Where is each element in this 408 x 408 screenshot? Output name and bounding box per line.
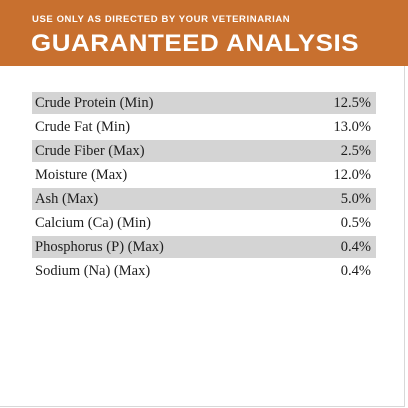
nutrient-name: Ash (Max) xyxy=(35,190,99,207)
table-row: Calcium (Ca) (Min) 0.5% xyxy=(32,212,376,234)
nutrient-value: 13.0% xyxy=(333,118,371,135)
nutrient-name: Moisture (Max) xyxy=(35,166,128,183)
table-row: Ash (Max) 5.0% xyxy=(32,188,376,210)
table-row: Sodium (Na) (Max) 0.4% xyxy=(32,260,376,282)
nutrient-value: 0.4% xyxy=(340,262,371,279)
analysis-table: Crude Protein (Min) 12.5% Crude Fat (Min… xyxy=(32,92,376,284)
table-row: Crude Protein (Min) 12.5% xyxy=(32,92,376,114)
nutrient-name: Crude Fat (Min) xyxy=(35,118,131,135)
nutrient-value: 5.0% xyxy=(340,190,371,207)
nutrient-name: Phosphorus (P) (Max) xyxy=(35,238,164,255)
nutrient-value: 0.4% xyxy=(340,238,371,255)
nutrient-value: 2.5% xyxy=(340,142,371,159)
nutrient-name: Calcium (Ca) (Min) xyxy=(35,214,151,231)
table-row: Moisture (Max) 12.0% xyxy=(32,164,376,186)
nutrient-name: Crude Protein (Min) xyxy=(35,94,154,111)
header-banner: USE ONLY AS DIRECTED BY YOUR VETERINARIA… xyxy=(0,0,408,66)
usage-notice: USE ONLY AS DIRECTED BY YOUR VETERINARIA… xyxy=(32,14,291,25)
nutrient-name: Sodium (Na) (Max) xyxy=(35,262,151,279)
page-title: GUARANTEED ANALYSIS xyxy=(31,30,360,57)
table-row: Crude Fiber (Max) 2.5% xyxy=(32,140,376,162)
nutrient-value: 0.5% xyxy=(340,214,371,231)
table-row: Crude Fat (Min) 13.0% xyxy=(32,116,376,138)
nutrient-value: 12.5% xyxy=(333,94,371,111)
table-row: Phosphorus (P) (Max) 0.4% xyxy=(32,236,376,258)
nutrient-value: 12.0% xyxy=(333,166,371,183)
nutrient-name: Crude Fiber (Max) xyxy=(35,142,145,159)
